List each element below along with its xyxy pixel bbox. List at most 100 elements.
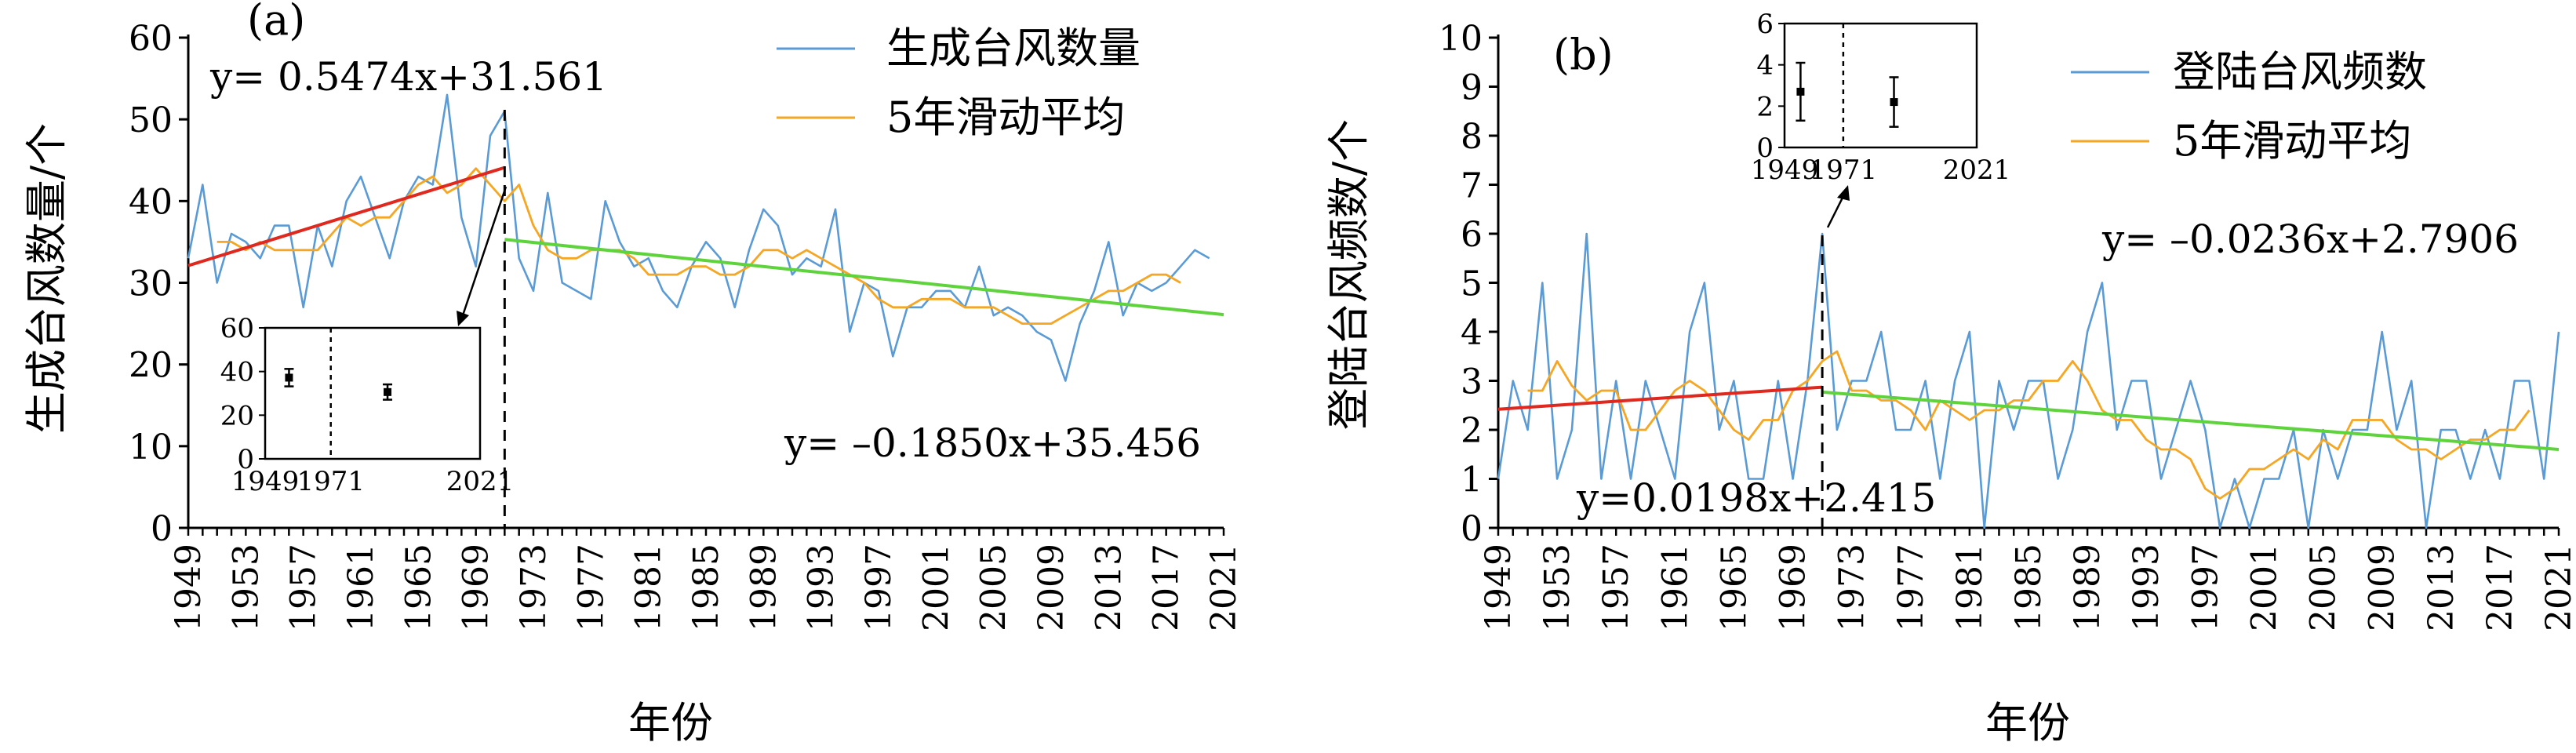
- x-tick-label: 1985: [2009, 544, 2049, 631]
- y-tick-label: 1: [1461, 460, 1483, 500]
- panel-b-trend-equation-early: y=0.0198x+2.415: [1576, 475, 1936, 521]
- x-tick-label: 1977: [571, 544, 611, 631]
- trend-line-0: [187, 166, 505, 267]
- x-tick-label: 1981: [629, 544, 669, 631]
- x-tick-label: 1997: [859, 544, 899, 631]
- legend-label-generated: 生成台风数量: [886, 24, 1141, 73]
- y-tick-label: 4: [1461, 313, 1483, 353]
- x-tick-label: 1965: [1714, 544, 1754, 631]
- x-tick-label: 1953: [226, 544, 266, 631]
- panel-b-legend: 登陆台风频数 5年滑动平均: [2071, 47, 2427, 166]
- y-tick-label: 60: [129, 19, 173, 59]
- x-tick-label: 1993: [802, 544, 842, 631]
- inset-x-tick-label: 1949: [231, 466, 300, 497]
- panel-b-inset-arrow: [1826, 195, 1845, 228]
- x-tick-label: 1993: [2127, 544, 2167, 631]
- x-tick-label: 2005: [974, 544, 1014, 631]
- y-tick-label: 6: [1461, 215, 1483, 255]
- inset-y-tick-label: 20: [220, 400, 254, 431]
- inset-mean-point-1: [384, 387, 392, 396]
- legend-label-moving-average-b: 5年滑动平均: [2173, 116, 2411, 166]
- panel-a-inset-arrowhead: [457, 311, 469, 326]
- x-tick-label: 1989: [2068, 544, 2108, 631]
- legend-label-moving-average: 5年滑动平均: [886, 93, 1125, 142]
- x-tick-label: 1973: [1832, 544, 1872, 631]
- x-tick-label: 1969: [1774, 544, 1814, 631]
- panel-b-trend-lines: [1497, 385, 2560, 451]
- x-tick-label: 2021: [1204, 544, 1244, 631]
- x-tick-label: 1969: [457, 544, 497, 631]
- x-tick-label: 2001: [916, 544, 956, 631]
- inset-y-tick-label: 6: [1756, 9, 1774, 40]
- x-tick-label: 2009: [2363, 544, 2403, 631]
- panel-a-trend-lines: [187, 166, 1224, 317]
- x-tick-label: 1949: [169, 544, 209, 631]
- x-tick-label: 1961: [1655, 544, 1695, 631]
- series-line-1: [1527, 350, 2531, 500]
- panel-b-label: (b): [1553, 30, 1614, 79]
- inset-x-tick-label: 2021: [1943, 155, 2011, 186]
- inset-x-tick-label: 1971: [1810, 155, 1878, 186]
- x-tick-label: 2017: [1147, 544, 1187, 631]
- y-tick-label: 0: [1461, 509, 1483, 549]
- y-tick-label: 5: [1461, 264, 1483, 304]
- x-tick-label: 2009: [1031, 544, 1072, 631]
- panel-a-series: [187, 93, 1210, 382]
- panel-a-label: (a): [247, 0, 305, 45]
- panel-a-y-label: 生成台风数量/个: [22, 123, 71, 434]
- y-tick-label: 30: [129, 264, 173, 304]
- panel-b-x-ticks: 1949 1953 1957 1961 1965 1969 1973 1977 1981 1985…: [1479, 528, 2576, 631]
- y-tick-label: 10: [129, 427, 173, 467]
- inset-mean-point-0: [285, 373, 293, 382]
- x-tick-label: 2005: [2304, 544, 2344, 631]
- x-tick-label: 1981: [1950, 544, 1990, 631]
- trend-line-1: [1821, 390, 2560, 451]
- y-tick-label: 0: [151, 509, 173, 549]
- inset-y-tick-label: 4: [1756, 50, 1774, 82]
- panel-b-inset-arrowhead: [1837, 185, 1850, 201]
- inset-x-tick-label: 2021: [446, 466, 515, 497]
- trend-line-1: [504, 238, 1224, 317]
- legend-label-landfall: 登陆台风频数: [2173, 47, 2427, 96]
- x-tick-label: 1977: [1891, 544, 1931, 631]
- inset-frame: [264, 326, 482, 460]
- panel-a-x-ticks: 1949 1953 1957 1961 1965 1969 1973 1977 1981 1985…: [169, 528, 1244, 631]
- inset-frame: [1783, 22, 1978, 149]
- inset-y-tick-label: 0: [237, 444, 254, 475]
- x-tick-label: 2017: [2480, 544, 2520, 631]
- x-tick-label: 1973: [514, 544, 554, 631]
- inset-x-tick-label: 1971: [297, 466, 365, 497]
- panel-a-trend-equation-early: y= 0.5474x+31.561: [209, 54, 607, 100]
- panel-b-y-label: 登陆台风频数/个: [1324, 119, 1374, 430]
- series-line-0: [1497, 232, 2560, 529]
- panel-a-inset-arrow: [461, 186, 508, 316]
- x-tick-label: 1985: [686, 544, 726, 631]
- x-tick-label: 1949: [1479, 544, 1519, 631]
- panel-a-legend: 生成台风数量 5年滑动平均: [777, 24, 1141, 142]
- x-tick-label: 1957: [1596, 544, 1636, 631]
- x-tick-label: 2013: [1089, 544, 1129, 631]
- y-tick-label: 7: [1461, 166, 1483, 206]
- y-tick-label: 9: [1461, 68, 1483, 108]
- x-tick-label: 1997: [2185, 544, 2225, 631]
- x-tick-label: 2001: [2244, 544, 2284, 631]
- panel-b-trend-equation-late: y= –0.0236x+2.7906: [2101, 216, 2519, 262]
- y-tick-label: 8: [1461, 117, 1483, 157]
- inset-y-tick-label: 40: [220, 357, 254, 388]
- panel-b-y-ticks: 0 1 2 3 4 5 6 7 8 9 10: [1439, 19, 1498, 549]
- x-tick-label: 1957: [284, 544, 324, 631]
- panel-a-trend-equation-late: y= –0.1850x+35.456: [784, 420, 1201, 466]
- x-tick-label: 2013: [2421, 544, 2461, 631]
- y-tick-label: 40: [129, 182, 173, 222]
- series-line-0: [187, 93, 1210, 382]
- inset-mean-point-0: [1796, 87, 1805, 96]
- panel-b: 0 1 2 3 4 5 6 7 8 9 10 1949 1 9 5 3 1957 1961 1965 1969 197…: [1324, 9, 2576, 748]
- trend-line-0: [1497, 385, 1823, 411]
- panel-a-x-label: 年份: [628, 698, 713, 748]
- y-tick-label: 10: [1439, 19, 1483, 59]
- y-tick-label: 2: [1461, 411, 1483, 451]
- inset-y-tick-label: 2: [1756, 91, 1774, 122]
- y-tick-label: 3: [1461, 362, 1483, 402]
